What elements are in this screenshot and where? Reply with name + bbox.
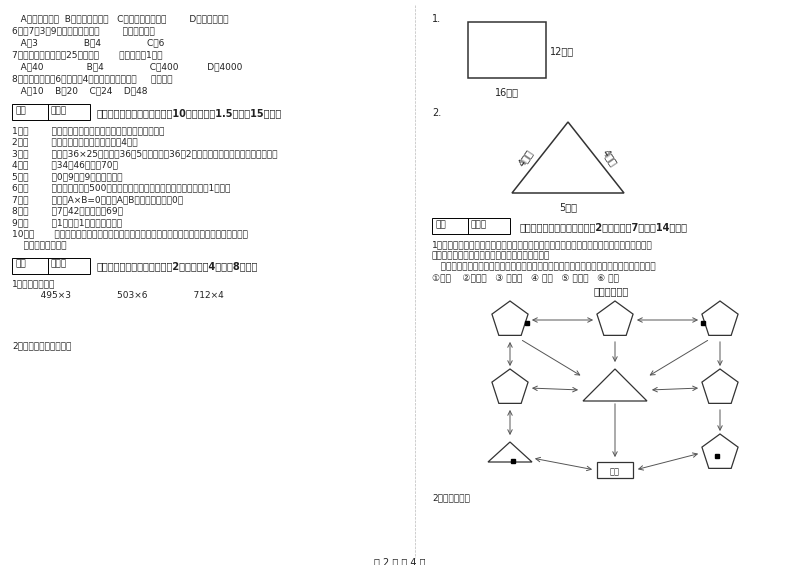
Text: A．40               B．4                C．400          D．4000: A．40 B．4 C．400 D．4000: [12, 62, 242, 71]
Polygon shape: [702, 434, 738, 468]
Polygon shape: [492, 301, 528, 336]
Text: 评卷人: 评卷人: [471, 220, 487, 229]
Text: ①狮山    ②熊猫馆   ③ 飞禽馆   ④ 猴园   ⑤ 大象馆   ⑥ 鱼馆: ①狮山 ②熊猫馆 ③ 飞禽馆 ④ 猴园 ⑤ 大象馆 ⑥ 鱼馆: [432, 273, 619, 282]
Text: 9．（        ）1吨棉与1吨棉花一样重。: 9．（ ）1吨棉与1吨棉花一样重。: [12, 218, 122, 227]
Text: 根据小强的描述，请你把这些动物场馆所在的位置，在动物园的导游图上用序号表示出来。: 根据小强的描述，请你把这些动物场馆所在的位置，在动物园的导游图上用序号表示出来。: [432, 262, 656, 271]
Text: 1．估算并计算。: 1．估算并计算。: [12, 280, 55, 289]
Text: 7．平均每个同学体重25千克，（       ）名同学重1吨。: 7．平均每个同学体重25千克，（ ）名同学重1吨。: [12, 50, 162, 59]
Text: 三、仔细推敲，正确判断（共10小题，每题1.5分，共15分）。: 三、仔细推敲，正确判断（共10小题，每题1.5分，共15分）。: [97, 108, 282, 118]
Text: 3．（        ）计算36×25时，先把36和5相乘，再把36和2相乘，最后把两次乘得的结果相加。: 3．（ ）计算36×25时，先把36和5相乘，再把36和2相乘，最后把两次乘得的…: [12, 149, 278, 158]
Text: 495×3                503×6                712×4: 495×3 503×6 712×4: [32, 292, 224, 301]
Text: 得分: 得分: [435, 220, 446, 229]
Polygon shape: [492, 369, 528, 403]
Text: 得分: 得分: [15, 259, 26, 268]
Text: 8．一个长方形长6厘米，宽4厘米，它的周长是（     ）厘米。: 8．一个长方形长6厘米，宽4厘米，它的周长是（ ）厘米。: [12, 74, 173, 83]
Text: 1．走进动物园大门，正北面是狮子山和熊猫馆，狮子山的东侧是飞禽馆，西侧是猴园，大象: 1．走进动物园大门，正北面是狮子山和熊猫馆，狮子山的东侧是飞禽馆，西侧是猴园，大…: [432, 240, 653, 249]
Text: 10．（       ）用同一条铁丝先围成一个最大的正方形，再围成一个最大的长方形，长方形和正: 10．（ ）用同一条铁丝先围成一个最大的正方形，再围成一个最大的长方形，长方形和…: [12, 229, 248, 238]
Text: 8．（        ）7个42相加的和是69。: 8．（ ）7个42相加的和是69。: [12, 206, 123, 215]
Text: 4分米: 4分米: [517, 147, 535, 168]
Text: 南门: 南门: [610, 467, 620, 476]
Text: 1．（        ）所有的大月都是单月，所有的小月都是双月。: 1．（ ）所有的大月都是单月，所有的小月都是双月。: [12, 126, 164, 135]
Text: 5分米: 5分米: [559, 202, 577, 212]
Bar: [597, 462, 633, 478]
Text: 4分米: 4分米: [601, 147, 619, 168]
Text: 12厘米: 12厘米: [550, 46, 574, 56]
Text: A．10    B．20    C．24    D．48: A．10 B．20 C．24 D．48: [12, 86, 147, 95]
Text: 馆和鱼馆的场地分别在动物园的东北角和西北角。: 馆和鱼馆的场地分别在动物园的东北角和西北角。: [432, 251, 550, 260]
Polygon shape: [702, 369, 738, 403]
Text: 1.: 1.: [432, 14, 441, 24]
Polygon shape: [583, 369, 647, 401]
Text: 6．用7、3、9三个数字可组成（        ）个三位数。: 6．用7、3、9三个数字可组成（ ）个三位数。: [12, 26, 154, 35]
Bar: [12, 104, 90, 120]
Text: 2.: 2.: [432, 108, 442, 118]
Text: 2．求下面图形的周长。: 2．求下面图形的周长。: [12, 341, 71, 350]
Bar: [468, 22, 546, 78]
Text: 动物园导游图: 动物园导游图: [594, 286, 629, 296]
Text: 评卷人: 评卷人: [51, 106, 67, 115]
Text: 第 2 页 共 4 页: 第 2 页 共 4 页: [374, 557, 426, 565]
Text: 7．（        ）如果A×B=0，那么A和B中至少有一个是0。: 7．（ ）如果A×B=0，那么A和B中至少有一个是0。: [12, 195, 183, 204]
Text: 五、认真思考，综合能力（共2小题，每题7分，共14分）。: 五、认真思考，综合能力（共2小题，每题7分，共14分）。: [520, 222, 688, 232]
Text: 2．（        ）正方形的周长是它的边长的4倍。: 2．（ ）正方形的周长是它的边长的4倍。: [12, 137, 138, 146]
Text: A．一定，可能  B．可能，不可能   C．不可能，不可能        D．可能，可能: A．一定，可能 B．可能，不可能 C．不可能，不可能 D．可能，可能: [12, 14, 229, 23]
Text: 得分: 得分: [15, 106, 26, 115]
Polygon shape: [488, 442, 532, 462]
Text: 方形的周长相等。: 方形的周长相等。: [12, 241, 66, 250]
Text: 2．动手操作。: 2．动手操作。: [432, 493, 470, 502]
Bar: [12, 258, 90, 273]
Polygon shape: [597, 301, 633, 336]
Polygon shape: [702, 301, 738, 336]
Text: 6．（        ）小明家离学校500米，他每天上学、回家，一个来回一共要走1千米。: 6．（ ）小明家离学校500米，他每天上学、回家，一个来回一共要走1千米。: [12, 184, 230, 193]
Text: 评卷人: 评卷人: [51, 259, 67, 268]
Text: A．3                B．4                C．6: A．3 B．4 C．6: [12, 38, 164, 47]
Text: 16厘米: 16厘米: [495, 87, 519, 97]
Text: 四、看清题目，细心计算（共2小题，每题4分，共8分）。: 四、看清题目，细心计算（共2小题，每题4分，共8分）。: [97, 262, 258, 272]
Text: 4．（        ）34与46的和是70。: 4．（ ）34与46的和是70。: [12, 160, 118, 170]
Bar: [432, 218, 510, 234]
Text: 5．（        ）0．9里有9个十分之一。: 5．（ ）0．9里有9个十分之一。: [12, 172, 122, 181]
